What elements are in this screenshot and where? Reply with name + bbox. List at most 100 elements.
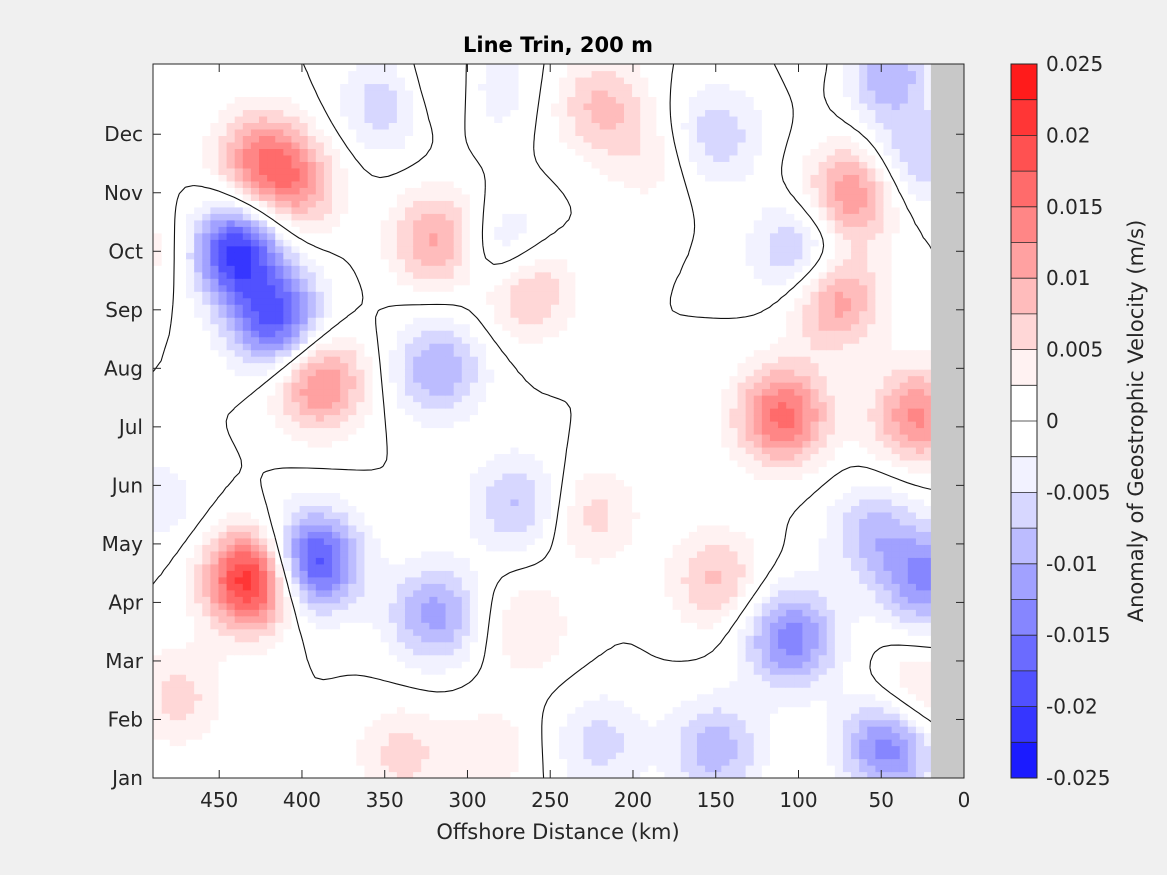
heatmap-cell xyxy=(412,628,422,636)
heatmap-cell xyxy=(728,641,738,649)
heatmap-cell xyxy=(850,492,860,500)
heatmap-cell xyxy=(655,602,665,610)
heatmap-cell xyxy=(534,713,543,721)
heatmap-cell xyxy=(461,765,470,773)
heatmap-cell xyxy=(412,570,422,578)
heatmap-cell xyxy=(388,693,397,701)
heatmap-cell xyxy=(153,745,162,753)
heatmap-cell xyxy=(874,719,884,727)
heatmap-cell xyxy=(590,628,600,636)
heatmap-cell xyxy=(907,453,916,461)
heatmap-cell xyxy=(534,674,543,682)
heatmap-cell xyxy=(663,654,673,662)
heatmap-cell xyxy=(663,505,673,513)
heatmap-cell xyxy=(534,576,543,584)
heatmap-cell xyxy=(915,576,925,584)
heatmap-cell xyxy=(688,680,697,688)
heatmap-cell xyxy=(193,453,203,461)
heatmap-cell xyxy=(809,713,819,721)
heatmap-cell xyxy=(347,622,357,630)
heatmap-cell xyxy=(850,674,860,682)
heatmap-cell xyxy=(274,505,284,513)
heatmap-cell xyxy=(242,661,251,669)
heatmap-cell xyxy=(736,511,746,519)
heatmap-cell xyxy=(388,602,397,610)
heatmap-cell xyxy=(834,485,843,493)
heatmap-cell xyxy=(509,693,519,701)
heatmap-cell xyxy=(615,654,624,662)
heatmap-cell xyxy=(809,674,819,682)
heatmap-cell xyxy=(672,511,681,519)
heatmap-cell xyxy=(574,693,584,701)
heatmap-cell xyxy=(339,700,349,708)
heatmap-cell xyxy=(809,752,819,760)
heatmap-cell xyxy=(720,654,730,662)
heatmap-cell xyxy=(720,726,730,734)
heatmap-cell xyxy=(436,453,446,461)
heatmap-cell xyxy=(842,524,852,532)
heatmap-cell xyxy=(363,693,373,701)
heatmap-cell xyxy=(801,732,811,740)
heatmap-cell xyxy=(258,680,268,688)
heatmap-cell xyxy=(388,544,397,552)
heatmap-cell xyxy=(436,628,446,636)
heatmap-cell xyxy=(826,609,835,617)
heatmap-cell xyxy=(745,661,754,669)
heatmap-cell xyxy=(753,485,762,493)
heatmap-cell xyxy=(745,622,754,630)
heatmap-cell xyxy=(574,771,584,778)
heatmap-cell xyxy=(412,550,422,558)
heatmap-cell xyxy=(307,472,316,481)
heatmap-cell xyxy=(712,576,722,584)
heatmap-cell xyxy=(282,635,292,643)
heatmap-cell xyxy=(209,537,219,545)
heatmap-cell xyxy=(696,544,706,552)
heatmap-cell xyxy=(266,531,276,539)
heatmap-cell xyxy=(826,628,835,636)
heatmap-cell xyxy=(323,674,333,682)
heatmap-cell xyxy=(526,752,535,760)
heatmap-cell xyxy=(461,739,470,747)
heatmap-cell xyxy=(550,544,560,552)
heatmap-cell xyxy=(274,589,284,597)
heatmap-cell xyxy=(599,531,608,539)
heatmap-cell xyxy=(639,557,649,565)
heatmap-cell xyxy=(282,492,292,500)
heatmap-cell xyxy=(193,648,203,656)
heatmap-cell xyxy=(185,498,195,506)
heatmap-cell xyxy=(615,706,624,714)
heatmap-cell xyxy=(850,693,860,701)
heatmap-cell xyxy=(371,674,381,682)
heatmap-cell xyxy=(615,674,624,682)
heatmap-cell xyxy=(785,680,795,688)
heatmap-cell xyxy=(453,596,462,604)
heatmap-cell xyxy=(907,771,916,778)
heatmap-cell xyxy=(323,576,333,584)
heatmap-cell xyxy=(161,667,170,675)
heatmap-cell xyxy=(388,739,397,747)
heatmap-cell xyxy=(923,732,933,740)
heatmap-cell xyxy=(688,648,697,656)
heatmap-cell xyxy=(639,524,649,532)
heatmap-cell xyxy=(696,576,706,584)
heatmap-cell xyxy=(623,628,633,636)
heatmap-cell xyxy=(290,563,300,571)
heatmap-cell xyxy=(882,765,892,773)
heatmap-cell xyxy=(753,459,762,468)
heatmap-cell xyxy=(493,713,503,721)
heatmap-cell xyxy=(217,524,227,532)
heatmap-cell xyxy=(225,583,235,591)
heatmap-cell xyxy=(639,505,649,513)
heatmap-cell xyxy=(899,511,908,519)
heatmap-cell xyxy=(177,557,187,565)
heatmap-cell xyxy=(153,466,162,474)
heatmap-cell xyxy=(274,654,284,662)
heatmap-cell xyxy=(201,459,211,468)
heatmap-cell xyxy=(793,628,803,636)
heatmap-cell xyxy=(615,771,624,778)
heatmap-cell xyxy=(404,687,414,695)
heatmap-cell xyxy=(234,498,243,506)
heatmap-cell xyxy=(355,492,365,500)
heatmap-cell xyxy=(663,674,673,682)
heatmap-cell xyxy=(672,570,681,578)
